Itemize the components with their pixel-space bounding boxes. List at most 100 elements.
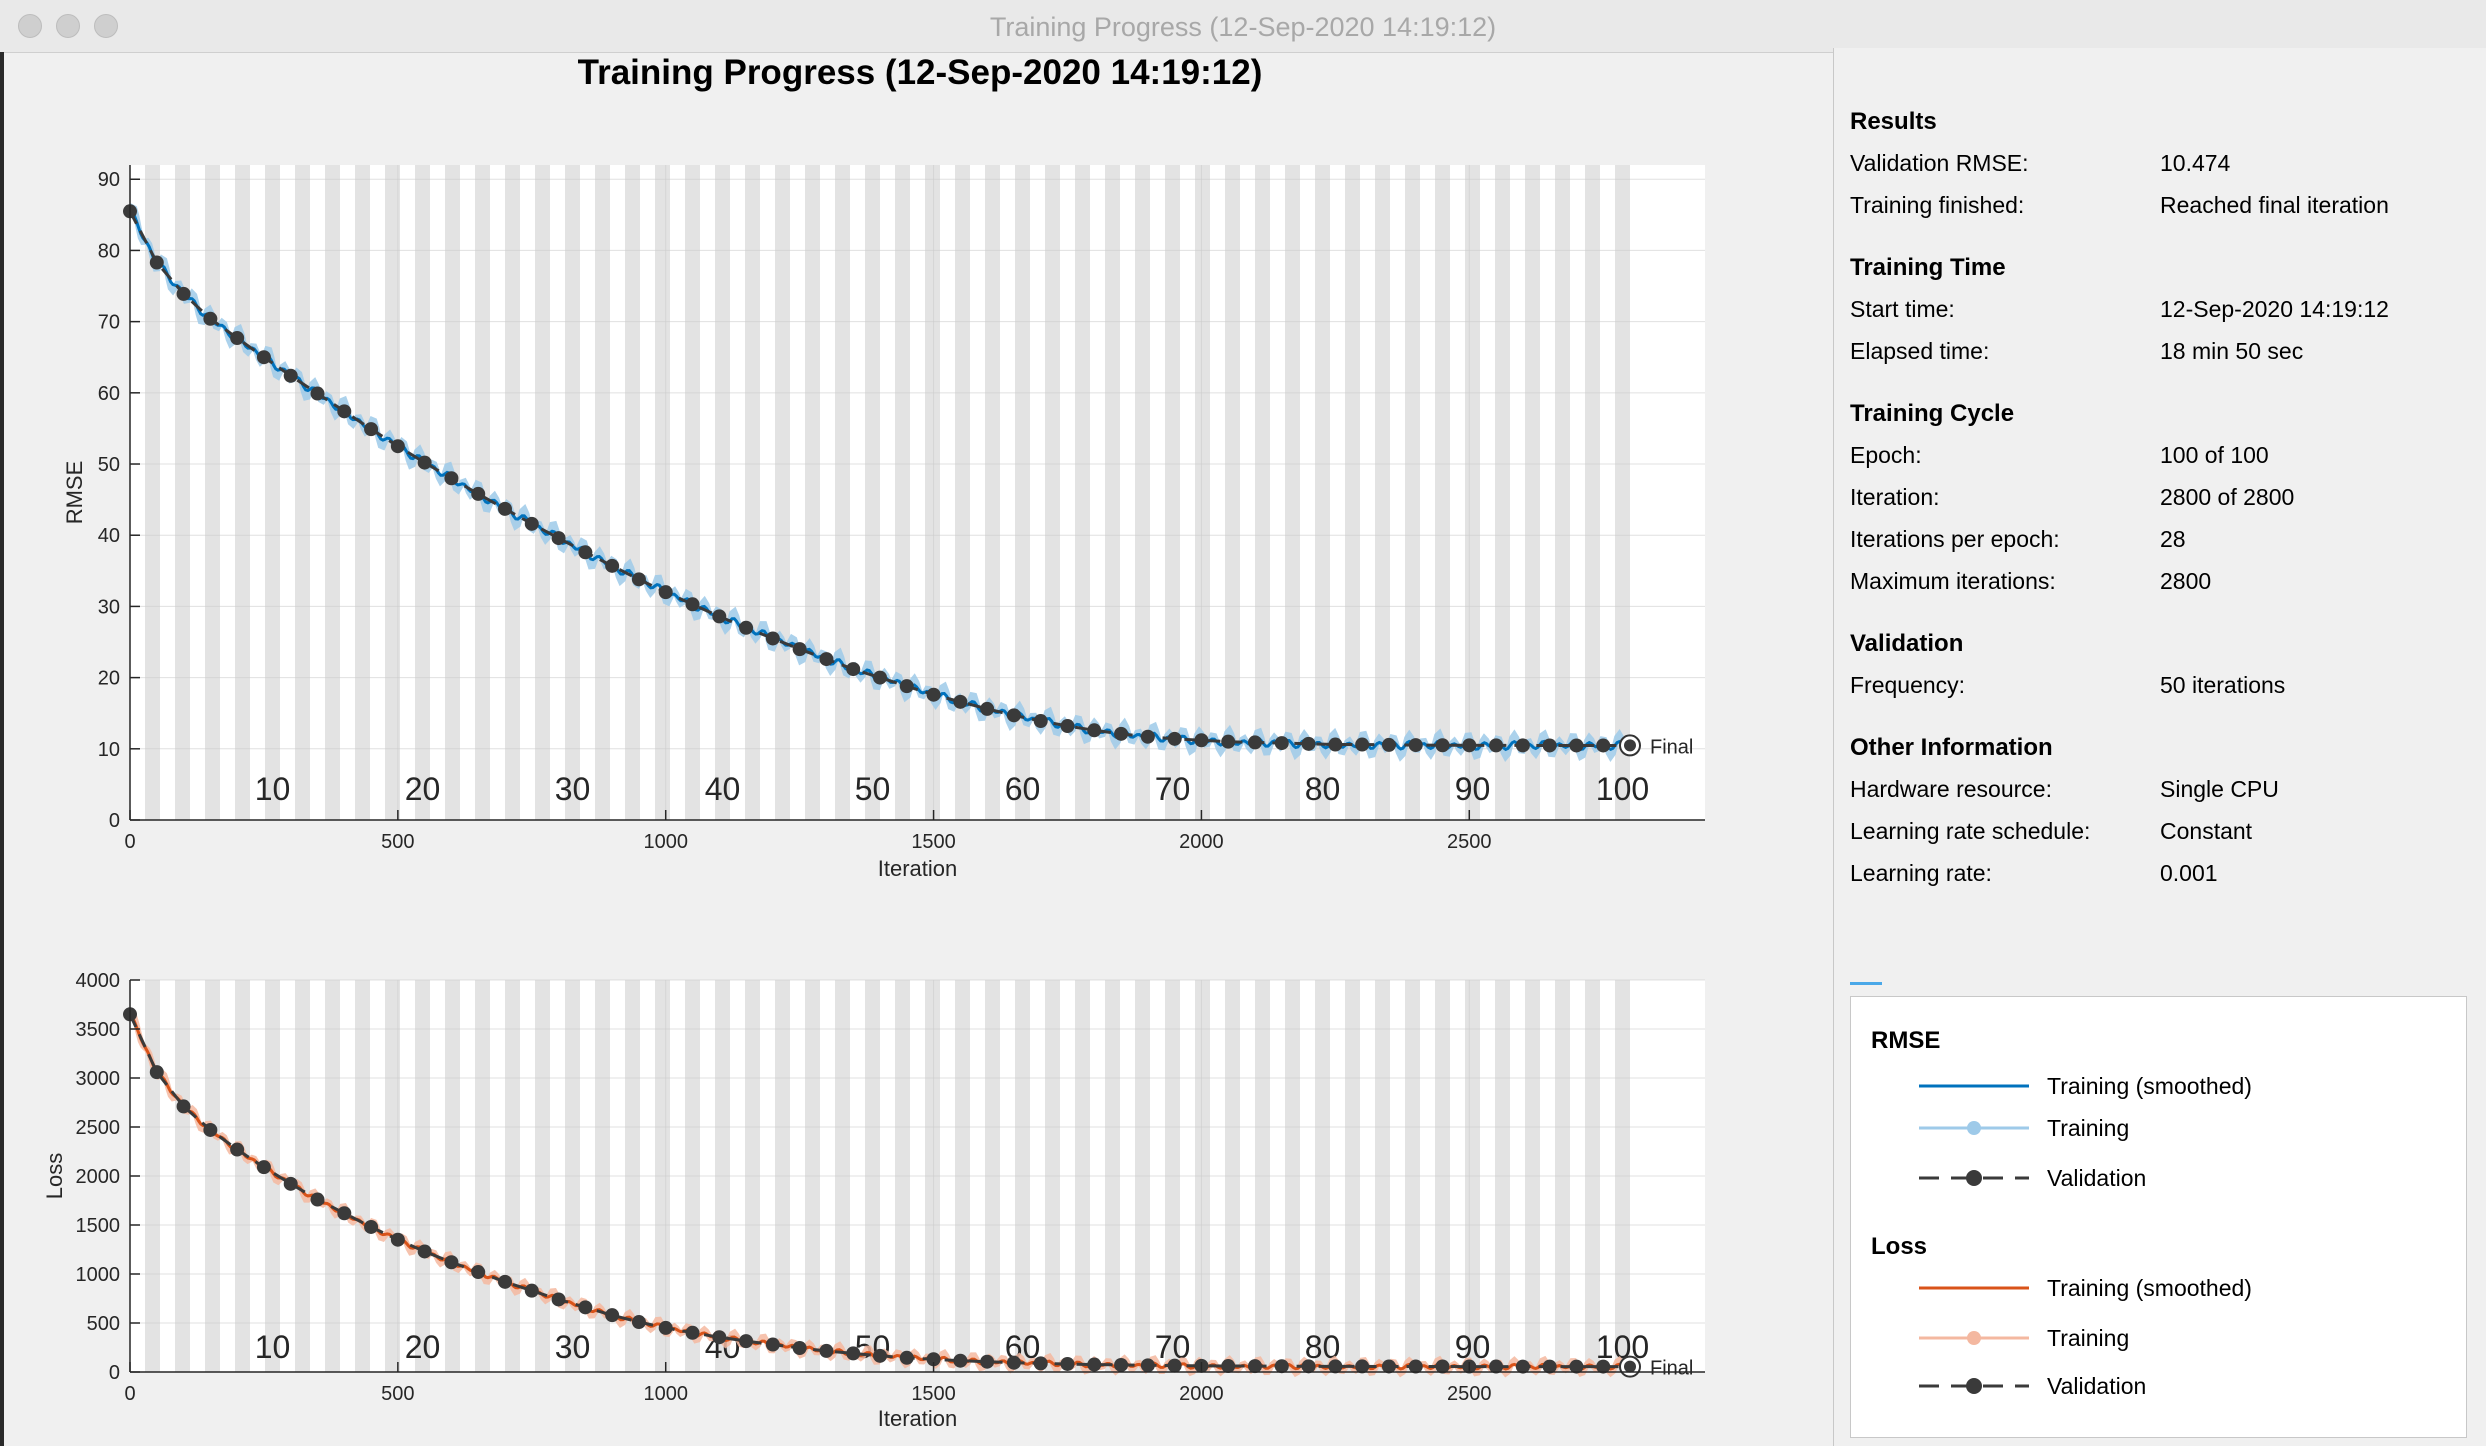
validation-point — [1355, 1359, 1370, 1374]
validation-point — [631, 1315, 646, 1330]
validation-point — [1221, 1359, 1236, 1374]
epoch-band — [865, 165, 880, 820]
validation-point — [176, 286, 191, 301]
results-heading: Results — [1850, 108, 1937, 135]
epoch-band — [505, 165, 520, 820]
training-plots: 10 20 30 40 50 60 70 80 90 100Final01020304050607… — [42, 165, 1705, 1431]
validation-point — [1087, 1357, 1102, 1372]
y-axis-label-rmse: RMSE — [62, 461, 87, 525]
iterations-per-epoch-label: Iterations per epoch: — [1850, 526, 2060, 552]
epoch-label: 70 — [1155, 771, 1191, 807]
legend-rmse-validation-label: Validation — [2047, 1165, 2147, 1191]
validation-point — [846, 662, 861, 677]
validation-point — [1435, 1359, 1450, 1374]
legend-rmse-training-symbol — [1919, 1121, 2029, 1135]
y-tick-label: 0 — [109, 810, 120, 832]
validation-point — [524, 1283, 539, 1298]
validation-point — [1006, 1355, 1021, 1370]
x-tick-label: 500 — [381, 831, 414, 853]
validation-point — [1596, 738, 1611, 753]
start-time-label: Start time: — [1850, 296, 1955, 322]
validation-point — [1328, 737, 1343, 752]
validation-line-rmse — [128, 210, 1631, 747]
validation-point — [444, 1255, 459, 1270]
epoch-band — [265, 165, 280, 820]
epoch-band — [1375, 165, 1390, 820]
validation-point — [1140, 729, 1155, 744]
x-tick-label: 0 — [124, 1383, 135, 1405]
validation-point — [819, 1343, 834, 1358]
window-edge — [0, 52, 4, 1446]
validation-point — [444, 471, 459, 486]
validation-point — [230, 1142, 245, 1157]
validation-point — [1462, 738, 1477, 753]
legend-rmse-training-label: Training — [2047, 1115, 2130, 1141]
validation-point — [283, 1176, 298, 1191]
y-tick-label: 0 — [109, 1362, 120, 1384]
validation-point — [1569, 1359, 1584, 1374]
x-tick-label: 1500 — [911, 1383, 956, 1405]
iteration-label: Iteration: — [1850, 484, 1940, 510]
close-window-button[interactable] — [18, 14, 42, 38]
epoch-band — [1165, 165, 1180, 820]
minimize-window-button[interactable] — [56, 14, 80, 38]
validation-point — [1033, 714, 1048, 729]
validation-point — [685, 597, 700, 612]
validation-point — [256, 350, 271, 365]
legend-rmse-smoothed-symbol — [1919, 1084, 2029, 1088]
validation-point — [256, 1160, 271, 1175]
maximum-iterations-label: Maximum iterations: — [1850, 568, 2056, 594]
epoch-band — [895, 165, 910, 820]
validation-point — [819, 652, 834, 667]
epoch-label: 10 — [255, 1329, 291, 1365]
validation-point — [1381, 1359, 1396, 1374]
y-tick-label: 90 — [98, 169, 120, 191]
legend-tab-indicator[interactable] — [1850, 982, 1882, 985]
validation-point — [1221, 734, 1236, 749]
epoch-label: 50 — [855, 771, 891, 807]
validation-point — [1060, 719, 1075, 734]
epoch-band — [1525, 165, 1540, 820]
validation-point — [658, 585, 673, 600]
validation-point — [471, 1265, 486, 1280]
frequency-value: 50 iterations — [2160, 672, 2286, 698]
y-tick-label: 4000 — [76, 970, 121, 992]
validation-point — [1408, 1359, 1423, 1374]
learning-rate-schedule-value: Constant — [2160, 818, 2253, 844]
epoch-band — [1555, 165, 1570, 820]
validation-point — [524, 516, 539, 531]
epoch-value: 100 of 100 — [2160, 442, 2269, 468]
window-title: Training Progress (12-Sep-2020 14:19:12) — [989, 12, 1497, 42]
iterations-per-epoch-value: 28 — [2160, 526, 2186, 552]
epoch-label: 30 — [555, 771, 591, 807]
epoch-label: 40 — [705, 771, 741, 807]
validation-point — [203, 311, 218, 326]
validation-point — [1114, 726, 1129, 741]
validation-point — [712, 1330, 727, 1345]
epoch-label: 20 — [405, 1329, 441, 1365]
epoch-label: 90 — [1455, 771, 1491, 807]
epoch-band — [385, 165, 400, 820]
validation-point — [1301, 736, 1316, 751]
legend-loss-heading: Loss — [1871, 1233, 1928, 1260]
validation-point — [1408, 738, 1423, 753]
validation-point — [551, 1292, 566, 1307]
epoch-band — [205, 165, 220, 820]
y-axis-label-loss: Loss — [42, 1153, 67, 1199]
validation-point — [1542, 1359, 1557, 1374]
epoch-band — [1585, 165, 1600, 820]
epoch-label: Epoch: — [1850, 442, 1922, 468]
validation-point — [739, 620, 754, 635]
epoch-band — [1135, 165, 1150, 820]
epoch-label: 30 — [555, 1329, 591, 1365]
training-finished-value: Reached final iteration — [2160, 192, 2389, 218]
learning-rate-schedule-label: Learning rate schedule: — [1850, 818, 2091, 844]
start-time-value: 12-Sep-2020 14:19:12 — [2160, 296, 2389, 322]
validation-point — [980, 701, 995, 716]
validation-point — [980, 1354, 995, 1369]
epoch-band — [1225, 165, 1240, 820]
y-tick-label: 50 — [98, 454, 120, 476]
zoom-window-button[interactable] — [94, 14, 118, 38]
validation-point — [1489, 738, 1504, 753]
